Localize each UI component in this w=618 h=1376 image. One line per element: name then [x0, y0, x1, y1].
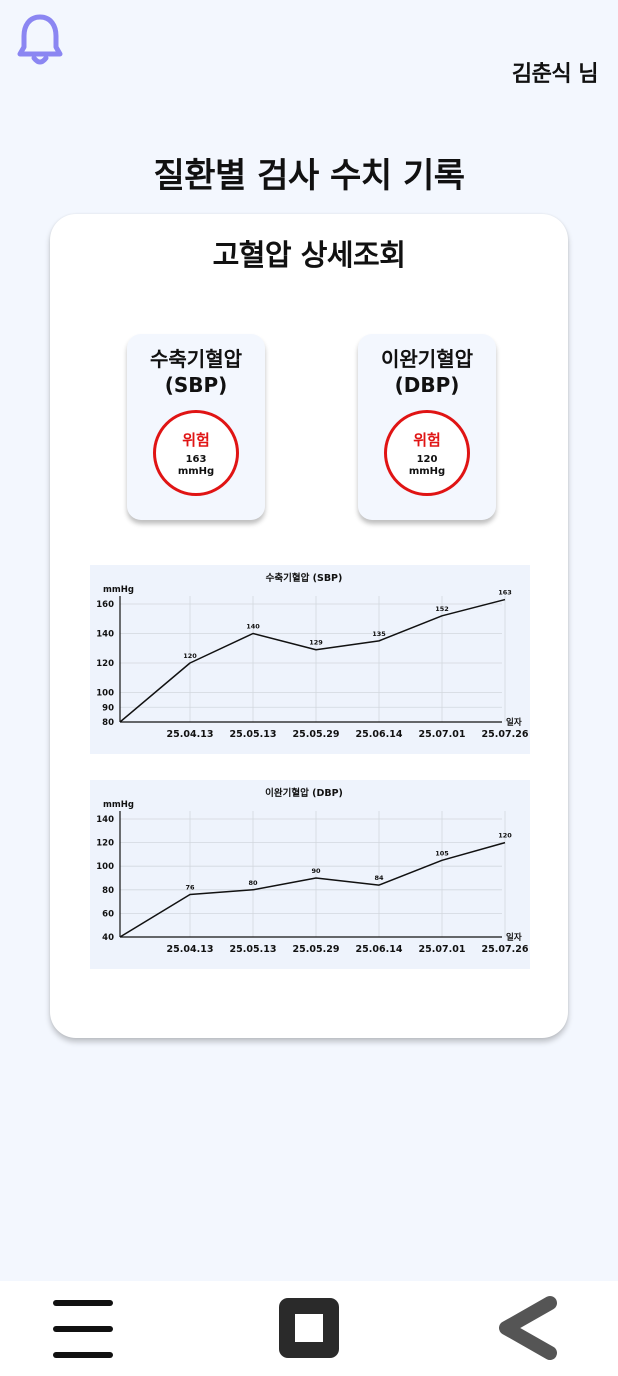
- data-label: 140: [246, 623, 260, 631]
- y-tick-label: 120: [96, 839, 114, 849]
- y-tick-label: 100: [96, 862, 114, 872]
- y-tick-label: 120: [96, 659, 114, 669]
- y-tick-label: 80: [102, 886, 114, 896]
- series-line: [119, 841, 506, 938]
- x-tick-label: 25.04.13: [167, 729, 214, 740]
- bottom-navigation-bar: [0, 1281, 618, 1376]
- y-tick-label: 140: [96, 815, 114, 825]
- home-square-icon[interactable]: [277, 1296, 341, 1360]
- x-tick-label: 25.07.26: [482, 944, 529, 955]
- chart-title: 이완기혈압 (DBP): [265, 787, 343, 799]
- y-tick-label: 90: [102, 703, 114, 713]
- user-name: 김춘식 님: [511, 62, 599, 87]
- dbp-metric-name-line1: 이완기혈압: [381, 347, 473, 371]
- y-tick-label: 160: [96, 600, 114, 610]
- y-axis-label: mmHg: [103, 800, 134, 810]
- x-axis-label: 일자: [506, 932, 522, 943]
- y-tick-label: 140: [96, 630, 114, 640]
- dbp-chart: 이완기혈압 (DBP) mmHg 일자 40 60 80 100 120 140 25.04.13…: [90, 780, 530, 969]
- x-tick-label: 25.05.29: [293, 729, 340, 740]
- x-tick-label: 25.06.14: [356, 729, 403, 740]
- dbp-chart-svg: 이완기혈압 (DBP) mmHg 일자 40 60 80 100 120 140 25.04.13…: [96, 787, 529, 955]
- sbp-metric-name-line2: (SBP): [164, 373, 228, 397]
- sbp-metric-card[interactable]: 수축기혈압 (SBP) 위험 163 mmHg: [127, 334, 265, 520]
- x-tick-label: 25.07.01: [419, 944, 466, 955]
- dbp-metric-name-line2: (DBP): [394, 373, 460, 397]
- sbp-unit: mmHg: [177, 465, 215, 477]
- y-tick-label: 80: [102, 718, 114, 728]
- y-axis-label: mmHg: [103, 585, 134, 595]
- y-tick-label: 60: [102, 909, 114, 919]
- data-label: 76: [185, 884, 195, 892]
- data-label: 152: [435, 605, 449, 613]
- data-label: 120: [183, 652, 197, 660]
- data-label: 129: [309, 639, 323, 647]
- dbp-metric-name: 이완기혈압 (DBP): [358, 346, 496, 398]
- x-tick-label: 25.05.29: [293, 944, 340, 955]
- y-tick-label: 100: [96, 689, 114, 699]
- x-tick-label: 25.04.13: [167, 944, 214, 955]
- data-label: 84: [374, 874, 384, 882]
- x-tick-label: 25.07.01: [419, 729, 466, 740]
- data-label: 90: [311, 867, 321, 875]
- x-tick-label: 25.06.14: [356, 944, 403, 955]
- sbp-value: 163: [185, 453, 207, 465]
- data-label: 135: [372, 630, 386, 638]
- y-tick-label: 40: [102, 933, 114, 943]
- dbp-metric-card[interactable]: 이완기혈압 (DBP) 위험 120 mmHg: [358, 334, 496, 520]
- page-title: 질환별 검사 수치 기록: [153, 156, 465, 196]
- sbp-metric-name-line1: 수축기혈압: [150, 347, 242, 371]
- menu-icon[interactable]: [50, 1297, 116, 1361]
- chart-title: 수축기혈압 (SBP): [266, 572, 343, 584]
- data-label: 163: [498, 589, 512, 597]
- sbp-chart: 수축기혈압 (SBP) mmHg 일자 80 90 100 120 140 160 25.04.1…: [90, 565, 530, 754]
- dbp-status-ring: 위험 120 mmHg: [384, 410, 470, 496]
- x-axis-label: 일자: [506, 717, 522, 728]
- card-title: 고혈압 상세조회: [212, 238, 406, 272]
- sbp-chart-svg: 수축기혈압 (SBP) mmHg 일자 80 90 100 120 140 160 25.04.1…: [96, 572, 529, 740]
- back-chevron-icon[interactable]: [492, 1295, 562, 1361]
- dbp-value: 120: [416, 453, 438, 465]
- data-label: 80: [248, 879, 258, 887]
- dbp-status-label: 위험: [413, 430, 441, 449]
- sbp-metric-name: 수축기혈압 (SBP): [127, 346, 265, 398]
- sbp-status-label: 위험: [182, 430, 210, 449]
- detail-card: 고혈압 상세조회 수축기혈압 (SBP) 위험 163 mmHg 이완기혈압 (…: [50, 214, 568, 1038]
- x-tick-label: 25.05.13: [230, 944, 277, 955]
- data-label: 120: [498, 832, 512, 840]
- series-line: [119, 598, 506, 723]
- dbp-unit: mmHg: [408, 465, 446, 477]
- data-label: 105: [435, 849, 449, 857]
- x-tick-label: 25.05.13: [230, 729, 277, 740]
- sbp-status-ring: 위험 163 mmHg: [153, 410, 239, 496]
- bell-icon[interactable]: [17, 14, 63, 66]
- x-tick-label: 25.07.26: [482, 729, 529, 740]
